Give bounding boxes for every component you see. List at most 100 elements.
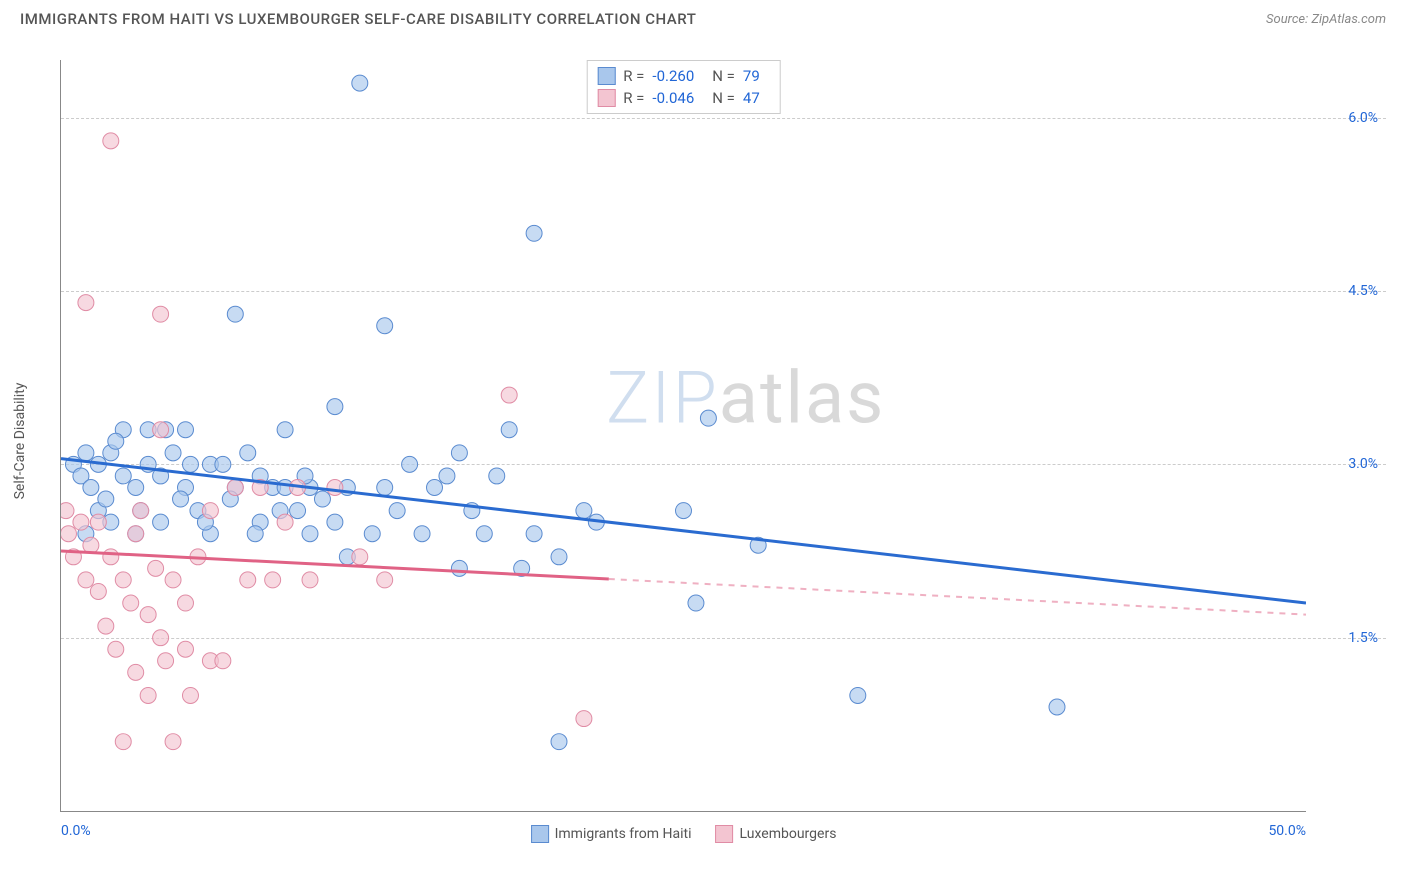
lux-point xyxy=(103,133,119,149)
y-tick-label: 4.5% xyxy=(1348,283,1378,299)
haiti-point xyxy=(314,491,330,507)
lux-point xyxy=(128,664,144,680)
haiti-point xyxy=(277,422,293,438)
lux-point xyxy=(78,572,94,588)
lux-point xyxy=(277,514,293,530)
x-tick-label: 0.0% xyxy=(61,823,91,839)
lux-point xyxy=(108,641,124,657)
lux-point xyxy=(178,595,194,611)
haiti-point xyxy=(352,75,368,91)
lux-point xyxy=(61,503,74,519)
lux-point xyxy=(227,480,243,496)
n-label: N = xyxy=(712,89,735,107)
source-name: ZipAtlas.com xyxy=(1311,12,1386,27)
n-label: N = xyxy=(712,67,735,85)
lux-point xyxy=(576,711,592,727)
haiti-point xyxy=(178,422,194,438)
lux-point xyxy=(377,572,393,588)
r-label: R = xyxy=(623,67,644,85)
haiti-point xyxy=(182,456,198,472)
haiti-point xyxy=(1049,699,1065,715)
haiti-point xyxy=(165,445,181,461)
haiti-point xyxy=(115,468,131,484)
r-value: -0.260 xyxy=(652,67,694,85)
lux-point xyxy=(178,641,194,657)
legend-swatch xyxy=(716,825,734,843)
plot-area: ZIPatlas R =-0.260N =79R =-0.046N =47 Im… xyxy=(60,60,1306,812)
haiti-point xyxy=(377,318,393,334)
lux-point xyxy=(501,387,517,403)
lux-point xyxy=(240,572,256,588)
haiti-point xyxy=(676,503,692,519)
y-tick-label: 6.0% xyxy=(1348,110,1378,126)
lux-point xyxy=(327,480,343,496)
n-value: 47 xyxy=(743,89,760,107)
haiti-point xyxy=(526,225,542,241)
haiti-point xyxy=(327,514,343,530)
haiti-point xyxy=(108,433,124,449)
legend-swatch xyxy=(531,825,549,843)
lux-point xyxy=(133,503,149,519)
lux-point xyxy=(165,572,181,588)
lux-point xyxy=(153,422,169,438)
haiti-point xyxy=(364,526,380,542)
lux-point xyxy=(61,526,76,542)
lux-point xyxy=(153,306,169,322)
haiti-point xyxy=(451,560,467,576)
haiti-point xyxy=(402,456,418,472)
haiti-point xyxy=(427,480,443,496)
lux-point xyxy=(158,653,174,669)
haiti-point xyxy=(302,526,318,542)
y-tick-label: 1.5% xyxy=(1348,630,1378,646)
lux-point xyxy=(123,595,139,611)
lux-point xyxy=(352,549,368,565)
source-attribution: Source: ZipAtlas.com xyxy=(1266,12,1386,27)
legend-swatch xyxy=(597,67,615,85)
haiti-point xyxy=(153,514,169,530)
lux-point xyxy=(140,687,156,703)
lux-point xyxy=(90,514,106,530)
haiti-point xyxy=(414,526,430,542)
haiti-point xyxy=(551,549,567,565)
lux-point xyxy=(140,607,156,623)
lux-point xyxy=(98,618,114,634)
lux-point xyxy=(148,560,164,576)
lux-point xyxy=(73,514,89,530)
haiti-point xyxy=(451,445,467,461)
chart-title: IMMIGRANTS FROM HAITI VS LUXEMBOURGER SE… xyxy=(20,10,696,28)
haiti-point xyxy=(377,480,393,496)
haiti-point xyxy=(83,480,99,496)
chart-header: IMMIGRANTS FROM HAITI VS LUXEMBOURGER SE… xyxy=(0,0,1406,34)
lux-point xyxy=(182,687,198,703)
haiti-point xyxy=(240,445,256,461)
haiti-point xyxy=(489,468,505,484)
lux-point xyxy=(265,572,281,588)
haiti-point xyxy=(98,491,114,507)
lux-point xyxy=(90,583,106,599)
haiti-point xyxy=(290,503,306,519)
haiti-point xyxy=(501,422,517,438)
haiti-point xyxy=(576,503,592,519)
legend-item: Luxembourgers xyxy=(716,825,837,843)
legend-stat-row: R =-0.260N =79 xyxy=(597,65,770,87)
r-value: -0.046 xyxy=(652,89,694,107)
haiti-point xyxy=(227,306,243,322)
r-label: R = xyxy=(623,89,644,107)
lux-point xyxy=(115,734,131,750)
lux-point xyxy=(128,526,144,542)
lux-point xyxy=(115,572,131,588)
lux-trend-line-extrapolated xyxy=(609,579,1306,615)
haiti-point xyxy=(700,410,716,426)
x-tick-label: 50.0% xyxy=(1268,823,1306,839)
scatter-plot-svg xyxy=(61,60,1306,811)
haiti-point xyxy=(389,503,405,519)
lux-point xyxy=(103,549,119,565)
haiti-point xyxy=(551,734,567,750)
legend-label: Luxembourgers xyxy=(740,826,837,842)
lux-point xyxy=(215,653,231,669)
legend-label: Immigrants from Haiti xyxy=(555,826,692,842)
legend-item: Immigrants from Haiti xyxy=(531,825,692,843)
haiti-point xyxy=(128,480,144,496)
chart-container: Self-Care Disability ZIPatlas R =-0.260N… xyxy=(50,50,1386,832)
lux-point xyxy=(153,630,169,646)
